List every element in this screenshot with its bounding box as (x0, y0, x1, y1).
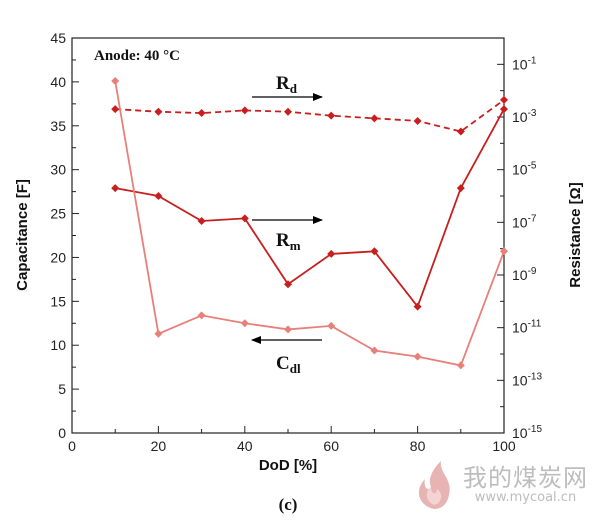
data-point-cdl (284, 325, 292, 334)
data-point-rm (197, 217, 206, 226)
watermark-url: www.mycoal.cn (474, 490, 577, 506)
data-point-rm (154, 192, 163, 200)
series-label-cdl: Cdl (276, 353, 301, 376)
y-right-tick-label: 10-5 (512, 161, 537, 178)
x-tick-label: 60 (323, 438, 339, 454)
data-point-rd (456, 127, 465, 136)
y-left-tick-label: 30 (50, 162, 66, 178)
watermark-title: 我的煤炭网 (463, 463, 588, 492)
condition-annotation: Anode: 40 °C (94, 48, 180, 64)
data-point-rd (327, 111, 336, 120)
series-label-rm: Rm (276, 230, 301, 253)
y-left-tick-label: 0 (58, 425, 66, 441)
data-point-rd (240, 106, 249, 115)
watermark-text: 我的煤炭网 www.mycoal.cn (463, 463, 588, 506)
data-point-rd (154, 107, 163, 116)
y-right-tick-label: 10-9 (512, 266, 537, 283)
x-tick-label: 80 (410, 438, 426, 454)
y-left-tick-label: 35 (50, 118, 66, 134)
flame-logo-icon (418, 461, 450, 509)
data-point-rd (413, 116, 422, 125)
series-line-cdl (114, 80, 505, 367)
series-line-rd (115, 99, 505, 133)
data-point-rm (413, 302, 422, 311)
x-tick-label: 40 (237, 438, 253, 454)
data-point-rm (456, 184, 465, 193)
data-point-cdl (154, 329, 163, 338)
data-point-cdl (500, 247, 508, 256)
x-tick-label: 20 (151, 438, 167, 454)
data-point-rd (370, 114, 379, 123)
data-point-rd (111, 105, 120, 114)
y-left-tick-label: 25 (50, 206, 66, 222)
data-point-rd (197, 109, 206, 118)
data-point-cdl (413, 352, 422, 361)
data-point-cdl (327, 321, 336, 330)
data-point-cdl (370, 346, 379, 355)
y-left-tick-label: 5 (58, 381, 66, 397)
data-point-cdl (456, 361, 465, 370)
data-point-cdl (111, 77, 120, 86)
data-point-cdl (197, 311, 206, 320)
y-axis-title-left: Capacitance [F] (14, 179, 31, 291)
y-right-tick-label: 10-7 (512, 213, 537, 230)
series-line-rm (115, 108, 505, 309)
data-point-rm (240, 214, 249, 223)
y-right-tick-label: 10-1 (512, 55, 537, 72)
data-point-rm (111, 184, 120, 193)
y-right-tick-label: 10-11 (512, 319, 542, 336)
data-point-rm (284, 280, 292, 289)
x-tick-label: 0 (68, 438, 76, 454)
y-right-tick-label: 10-3 (512, 108, 537, 125)
x-axis-title: DoD [%] (259, 457, 317, 474)
y-left-tick-label: 40 (50, 74, 66, 90)
chart-marks: 0 20 40 60 80 100 0 5 10 15 20 25 30 35 40 45 10-15 10-13… (50, 30, 542, 454)
data-point-rm (500, 105, 508, 114)
series-label-rd: Rd (276, 73, 298, 96)
y-left-tick-label: 15 (50, 293, 66, 309)
y-axis-title-right: Resistance [Ω] (567, 182, 584, 287)
data-point-rd (284, 107, 292, 116)
data-point-rm (327, 249, 336, 258)
y-right-tick-label: 10-13 (512, 371, 542, 388)
x-tick-label: 100 (492, 438, 516, 454)
y-left-tick-label: 10 (50, 337, 66, 353)
data-point-rm (370, 247, 379, 256)
y-right-tick-label: 10-15 (512, 424, 542, 441)
panel-label: (c) (279, 495, 298, 514)
y-left-tick-label: 20 (50, 249, 66, 265)
data-point-cdl (240, 319, 249, 328)
watermark: 我的煤炭网 www.mycoal.cn (411, 459, 588, 511)
y-left-tick-label: 45 (50, 30, 66, 46)
data-point-rd (500, 95, 508, 104)
